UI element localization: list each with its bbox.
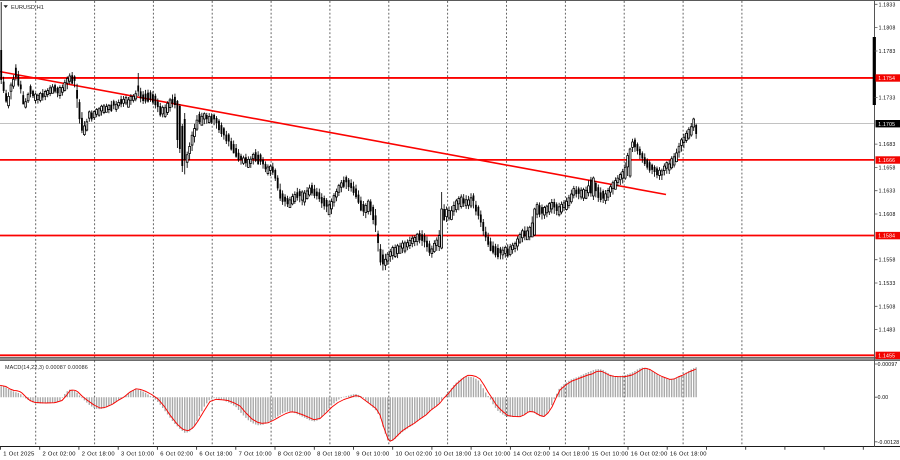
svg-text:6 Oct 18:00: 6 Oct 18:00 xyxy=(199,451,232,457)
svg-text:1.1633: 1.1633 xyxy=(879,189,896,195)
svg-text:16 Oct 18:00: 16 Oct 18:00 xyxy=(670,451,707,457)
svg-text:EURUSD,H1: EURUSD,H1 xyxy=(11,5,44,11)
svg-text:8 Oct 02:00: 8 Oct 02:00 xyxy=(278,451,311,457)
svg-text:0.00: 0.00 xyxy=(878,395,889,401)
svg-text:1.1808: 1.1808 xyxy=(879,26,896,32)
svg-text:15 Oct 10:00: 15 Oct 10:00 xyxy=(592,451,629,457)
svg-text:13 Oct 10:00: 13 Oct 10:00 xyxy=(474,451,511,457)
svg-text:1.1666: 1.1666 xyxy=(878,158,895,164)
svg-text:2 Oct 18:00: 2 Oct 18:00 xyxy=(82,451,115,457)
svg-text:2 Oct 02:00: 2 Oct 02:00 xyxy=(43,451,76,457)
svg-text:10 Oct 02:00: 10 Oct 02:00 xyxy=(396,451,433,457)
svg-text:1.1833: 1.1833 xyxy=(879,2,896,8)
svg-text:10 Oct 18:00: 10 Oct 18:00 xyxy=(435,451,472,457)
svg-text:1.1608: 1.1608 xyxy=(879,212,896,218)
svg-text:14 Oct 18:00: 14 Oct 18:00 xyxy=(552,451,589,457)
svg-text:1.1483: 1.1483 xyxy=(879,328,896,334)
svg-text:MACD(14,22,3) 0.00087 0.00086: MACD(14,22,3) 0.00087 0.00086 xyxy=(5,365,88,371)
svg-text:14 Oct 02:00: 14 Oct 02:00 xyxy=(513,451,550,457)
svg-text:1.1754: 1.1754 xyxy=(878,76,895,82)
svg-text:1.1705: 1.1705 xyxy=(878,122,895,128)
svg-text:-0.00128: -0.00128 xyxy=(878,440,900,446)
svg-text:1.1783: 1.1783 xyxy=(879,49,896,55)
svg-text:1.1558: 1.1558 xyxy=(879,258,896,264)
svg-text:1.1508: 1.1508 xyxy=(879,304,896,310)
svg-text:0.00097: 0.00097 xyxy=(878,362,898,368)
svg-text:1.1683: 1.1683 xyxy=(879,142,896,148)
svg-text:16 Oct 02:00: 16 Oct 02:00 xyxy=(631,451,668,457)
svg-text:3 Oct 10:00: 3 Oct 10:00 xyxy=(121,451,154,457)
svg-text:1.1455: 1.1455 xyxy=(878,354,895,360)
svg-text:1 Oct 2025: 1 Oct 2025 xyxy=(3,451,34,457)
svg-text:9 Oct 10:00: 9 Oct 10:00 xyxy=(356,451,389,457)
svg-text:8 Oct 18:00: 8 Oct 18:00 xyxy=(317,451,350,457)
svg-text:1.1658: 1.1658 xyxy=(879,165,896,171)
svg-text:1.1733: 1.1733 xyxy=(879,96,896,102)
svg-text:1.1533: 1.1533 xyxy=(879,281,896,287)
svg-text:1.1584: 1.1584 xyxy=(878,234,895,240)
svg-text:6 Oct 02:00: 6 Oct 02:00 xyxy=(160,451,193,457)
svg-text:7 Oct 10:00: 7 Oct 10:00 xyxy=(239,451,272,457)
